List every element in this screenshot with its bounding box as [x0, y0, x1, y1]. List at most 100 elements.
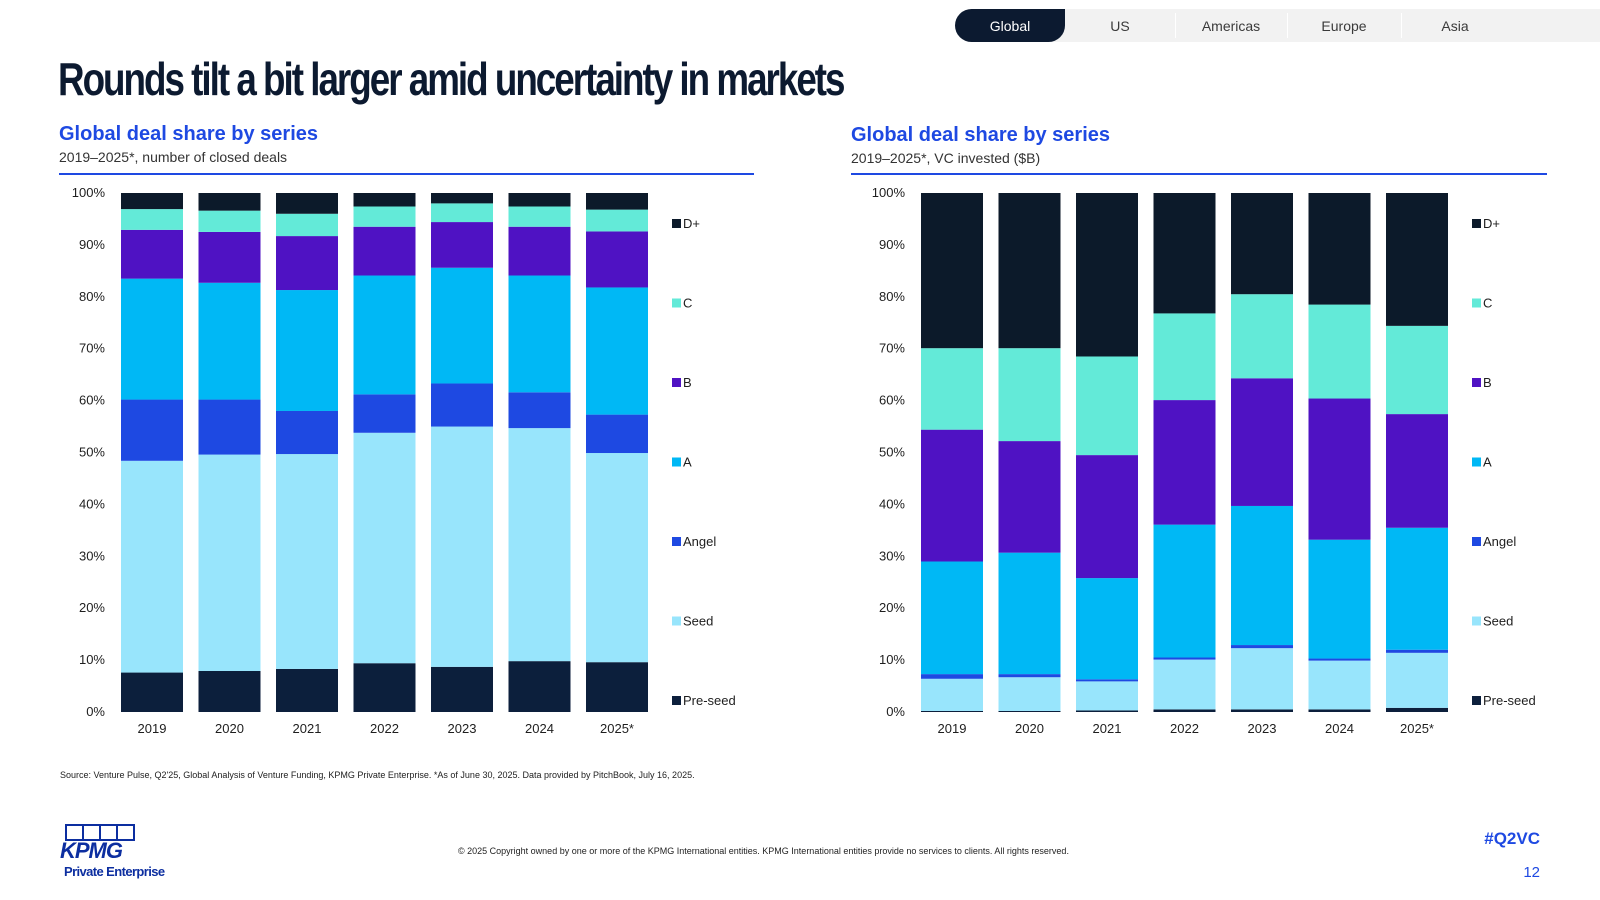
bar-segment — [431, 222, 493, 268]
bar-segment — [1308, 709, 1371, 712]
y-tick-label: 100% — [872, 185, 906, 200]
kpmg-logo: KPMG Private Enterprise — [60, 824, 170, 880]
bar-segment — [121, 278, 183, 400]
legend-swatch — [1472, 537, 1481, 546]
y-tick-label: 50% — [879, 445, 905, 460]
bar-segment — [198, 282, 261, 400]
chart-rule-deals — [59, 173, 754, 175]
legend-label: C — [683, 296, 692, 311]
bar-segment — [1153, 313, 1216, 401]
bar-segment — [508, 206, 571, 227]
bar-segment — [508, 661, 571, 712]
y-tick-label: 40% — [79, 496, 105, 511]
tab-global[interactable]: Global — [955, 9, 1065, 42]
legend-label: Seed — [1483, 614, 1513, 629]
tab-americas[interactable]: Americas — [1175, 9, 1287, 42]
y-tick-label: 70% — [879, 341, 905, 356]
bar-segment — [121, 209, 183, 230]
legend-label: C — [1483, 296, 1492, 311]
bar-segment — [198, 210, 261, 232]
bar-segment — [1386, 414, 1448, 528]
y-tick-label: 80% — [79, 289, 105, 304]
x-tick-label: 2023 — [1248, 721, 1277, 736]
bar-segment — [921, 348, 983, 430]
legend-label: A — [1483, 455, 1492, 470]
legend-swatch — [1472, 298, 1481, 308]
chart-subtitle-deals: 2019–2025*, number of closed deals — [59, 149, 288, 165]
y-tick-label: 0% — [86, 704, 105, 719]
bar-segment — [1231, 378, 1293, 506]
bar-segment — [1308, 193, 1371, 305]
tab-asia[interactable]: Asia — [1401, 9, 1509, 42]
y-tick-label: 30% — [879, 548, 905, 563]
bar-segment — [431, 193, 493, 204]
y-tick-label: 40% — [879, 496, 905, 511]
y-tick-label: 20% — [879, 600, 905, 615]
bar-segment — [1386, 325, 1448, 415]
bar-segment — [1231, 193, 1293, 295]
bar-segment — [121, 399, 183, 461]
bar-segment — [1231, 709, 1293, 712]
bar-segment — [1076, 193, 1138, 357]
bar-segment — [1386, 707, 1448, 712]
bar-segment — [508, 392, 571, 429]
kpmg-logo-subtitle: Private Enterprise — [64, 864, 165, 879]
chart-title-invested: Global deal share by series — [851, 124, 1111, 146]
bar-segment — [586, 662, 648, 712]
bar-segment — [1308, 660, 1371, 710]
bar-segment — [1153, 709, 1216, 712]
bar-segment — [431, 426, 493, 667]
bar-segment — [508, 275, 571, 393]
legend-label: A — [683, 455, 692, 470]
bar-segment — [1308, 658, 1371, 661]
legend-label: D+ — [683, 216, 700, 231]
bar-segment — [1153, 193, 1216, 314]
bar-segment — [431, 666, 493, 712]
bar-segment — [1308, 398, 1371, 540]
x-tick-label: 2020 — [1015, 721, 1044, 736]
tab-europe[interactable]: Europe — [1287, 9, 1401, 42]
legend-swatch — [1472, 219, 1481, 228]
x-tick-label: 2025* — [600, 721, 634, 736]
bar-segment — [1076, 455, 1138, 579]
legend-swatch — [1472, 616, 1481, 626]
legend-swatch — [672, 378, 681, 387]
x-tick-label: 2020 — [215, 721, 244, 736]
bar-segment — [198, 193, 261, 211]
page-title: Rounds tilt a bit larger amid uncertaint… — [58, 53, 846, 105]
bar-segment — [121, 672, 183, 712]
bar-segment — [921, 193, 983, 349]
source-note: Source: Venture Pulse, Q2'25, Global Ana… — [60, 770, 695, 780]
legend-swatch — [672, 696, 681, 705]
bar-segment — [198, 231, 261, 283]
bar-segment — [1153, 400, 1216, 525]
legend-swatch — [1472, 696, 1481, 705]
bar-segment — [586, 209, 648, 232]
kpmg-logo-wordmark: KPMG — [60, 838, 123, 863]
bar-segment — [353, 663, 416, 712]
bar-segment — [1308, 304, 1371, 399]
bar-segment — [1153, 659, 1216, 710]
bar-segment — [1231, 505, 1293, 646]
bar-segment — [121, 460, 183, 673]
chart-rule-invested — [851, 173, 1547, 175]
legend-label: Angel — [683, 534, 716, 549]
bar-segment — [276, 454, 338, 669]
legend-swatch — [672, 298, 681, 308]
bar-segment — [921, 678, 983, 711]
bar-segment — [998, 348, 1061, 442]
bar-segment — [586, 453, 648, 663]
bar-segment — [198, 399, 261, 455]
bar-segment — [121, 193, 183, 210]
x-tick-label: 2019 — [938, 721, 967, 736]
x-tick-label: 2025* — [1400, 721, 1434, 736]
bar-segment — [508, 226, 571, 276]
bar-segment — [1231, 648, 1293, 710]
region-tabs: Global US Americas Europe Asia — [955, 9, 1600, 42]
bar-segment — [586, 287, 648, 415]
tab-us[interactable]: US — [1110, 17, 1130, 34]
y-tick-label: 30% — [79, 548, 105, 563]
bar-segment — [1386, 527, 1448, 650]
bar-segment — [431, 383, 493, 427]
bar-segment — [998, 193, 1061, 349]
